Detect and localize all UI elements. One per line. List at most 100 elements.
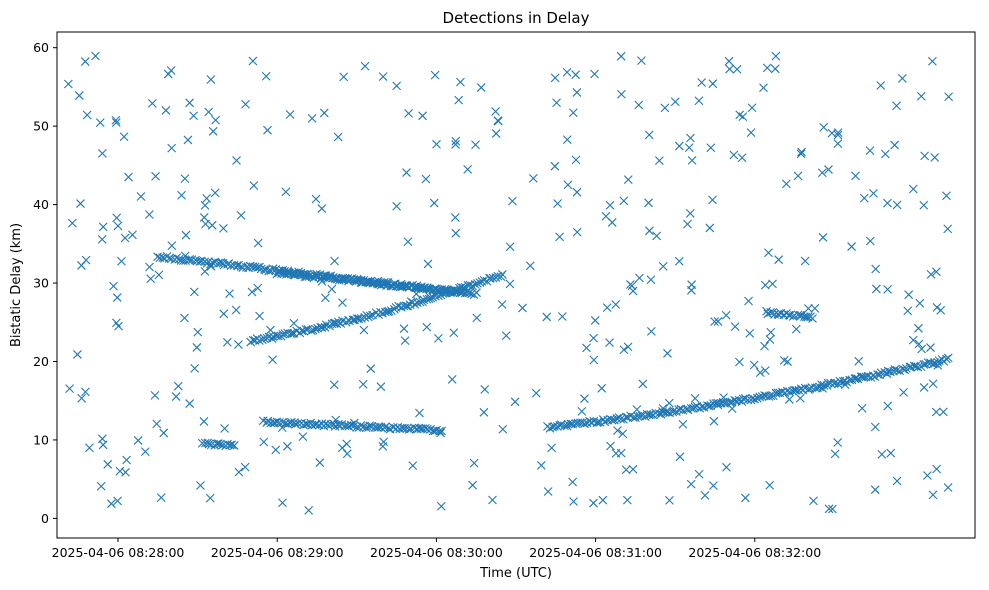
detection-point bbox=[234, 467, 244, 477]
detection-point bbox=[645, 226, 654, 236]
detection-point bbox=[932, 302, 942, 312]
detection-point bbox=[634, 100, 644, 110]
detection-point bbox=[253, 238, 263, 248]
detection-point bbox=[710, 317, 719, 327]
detection-point bbox=[590, 69, 599, 79]
detection-point bbox=[399, 324, 409, 334]
detection-point bbox=[268, 355, 277, 365]
detection-point bbox=[172, 253, 181, 263]
detection-point bbox=[282, 441, 292, 451]
detection-point bbox=[830, 378, 840, 388]
detection-point bbox=[212, 439, 222, 449]
detection-point bbox=[436, 501, 446, 511]
detection-point bbox=[545, 423, 555, 433]
detection-point bbox=[180, 174, 190, 184]
detection-point bbox=[903, 306, 913, 316]
detection-point bbox=[317, 204, 327, 213]
detection-point bbox=[683, 219, 692, 229]
detection-point bbox=[296, 270, 305, 280]
detection-point bbox=[159, 428, 169, 438]
detection-point bbox=[171, 392, 181, 401]
detection-point bbox=[316, 322, 326, 332]
detection-point bbox=[760, 280, 770, 290]
detection-point bbox=[706, 143, 716, 153]
detection-point bbox=[785, 311, 795, 320]
detection-point bbox=[708, 195, 717, 205]
detection-point bbox=[665, 496, 674, 505]
detection-point bbox=[713, 317, 723, 326]
detection-point bbox=[111, 118, 121, 128]
detection-point bbox=[766, 327, 776, 337]
detection-point bbox=[628, 286, 638, 296]
detection-point bbox=[98, 222, 108, 232]
detection-point bbox=[919, 383, 929, 392]
detection-point bbox=[771, 51, 781, 61]
detection-point bbox=[81, 387, 90, 397]
detection-point bbox=[65, 384, 74, 394]
detection-point bbox=[216, 439, 225, 449]
detection-point bbox=[590, 316, 600, 325]
detection-point bbox=[665, 408, 674, 418]
detection-point bbox=[67, 218, 77, 228]
detection-point bbox=[366, 364, 376, 374]
detection-point bbox=[76, 199, 85, 208]
detection-point bbox=[686, 133, 695, 143]
detection-point bbox=[488, 495, 497, 505]
detection-point bbox=[308, 325, 318, 335]
detection-point bbox=[851, 373, 861, 383]
detection-point bbox=[543, 487, 553, 496]
detection-point bbox=[737, 153, 747, 163]
detection-point bbox=[121, 467, 130, 477]
detection-point bbox=[240, 462, 250, 472]
detection-point bbox=[857, 372, 866, 381]
detection-point bbox=[97, 234, 107, 244]
detection-point bbox=[259, 333, 269, 343]
detection-point bbox=[542, 312, 552, 322]
detection-point bbox=[204, 439, 214, 449]
detection-point bbox=[365, 421, 374, 431]
detection-point bbox=[392, 81, 402, 91]
detection-point bbox=[854, 356, 864, 366]
detection-point bbox=[943, 353, 953, 363]
detection-point bbox=[333, 132, 343, 142]
detection-point bbox=[883, 198, 892, 208]
detection-point bbox=[421, 174, 431, 184]
detection-point bbox=[757, 392, 767, 401]
detection-point bbox=[592, 418, 602, 428]
detection-point bbox=[869, 188, 878, 198]
detection-point bbox=[418, 111, 427, 121]
detection-point bbox=[582, 343, 591, 353]
detection-point bbox=[752, 393, 762, 403]
detection-point bbox=[449, 328, 459, 338]
detection-point bbox=[329, 380, 339, 390]
detection-point bbox=[451, 140, 460, 149]
detection-point bbox=[225, 289, 234, 298]
detection-point bbox=[192, 256, 202, 266]
detection-point bbox=[150, 391, 160, 400]
detection-point bbox=[531, 388, 541, 398]
detection-point bbox=[572, 187, 582, 197]
detection-point bbox=[646, 275, 656, 285]
detection-point bbox=[791, 385, 801, 395]
detection-point bbox=[177, 190, 186, 200]
detection-point bbox=[145, 262, 154, 272]
detection-point bbox=[732, 64, 742, 74]
detection-point bbox=[552, 98, 561, 108]
detection-point bbox=[690, 394, 700, 403]
detection-point bbox=[261, 71, 271, 81]
detection-point bbox=[926, 270, 936, 279]
detection-point bbox=[847, 242, 857, 251]
detection-point bbox=[339, 72, 349, 82]
detection-point bbox=[859, 193, 869, 203]
detection-point bbox=[403, 301, 413, 311]
detection-point bbox=[774, 255, 784, 265]
detection-point bbox=[422, 283, 432, 293]
detection-point bbox=[830, 449, 840, 459]
detection-point bbox=[151, 171, 160, 181]
detection-point bbox=[181, 230, 191, 240]
detection-point bbox=[713, 398, 723, 408]
detection-point bbox=[112, 213, 122, 223]
x-axis: 2025-04-06 08:28:00 2025-04-06 08:29:00 20… bbox=[52, 538, 821, 560]
detection-point bbox=[337, 419, 347, 429]
detection-point bbox=[249, 181, 259, 190]
